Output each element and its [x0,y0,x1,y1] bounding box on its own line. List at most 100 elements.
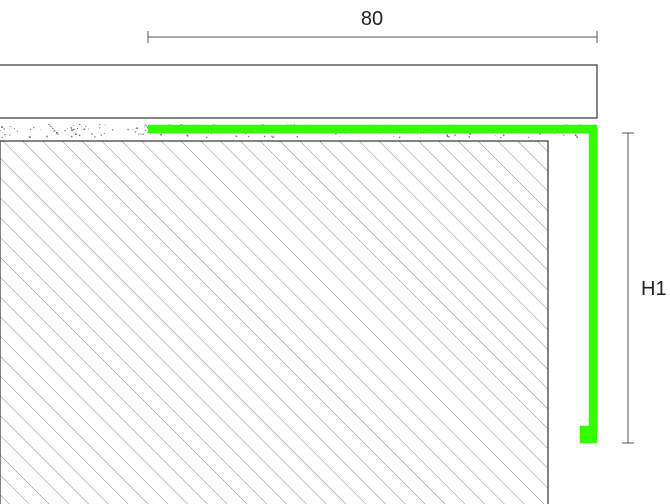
bed-speckle-dot [144,125,146,127]
bed-speckle-dot [527,136,530,138]
bed-speckle-dot [468,137,470,138]
bed-speckle-dot [186,134,189,137]
height-dimension: H1 [622,132,667,444]
bed-speckle-dot [52,128,54,130]
bed-speckle-dot [502,134,505,137]
bed-speckle-dot [28,136,31,138]
bed-speckle-dot [160,133,163,136]
bed-speckle-dot [447,135,449,138]
bed-speckle-dot [91,133,93,135]
bed-speckle-dot [138,133,140,135]
bed-speckle-dot [0,130,1,132]
bed-speckle-dot [140,133,142,135]
bed-speckle-dot [396,133,398,135]
edge-profile [147,124,598,444]
bed-speckle-dot [454,134,456,136]
bed-speckle-dot [235,135,238,138]
bed-speckle-dot [83,128,86,131]
width-dimension: 80 [147,8,598,43]
bed-speckle-dot [1,126,4,129]
bed-speckle-dot [132,129,134,130]
bed-speckle-dot [335,133,337,135]
substrate-block [0,140,549,504]
bed-speckle-dot [247,135,250,138]
bed-speckle-dot [563,134,565,136]
bed-speckle-dot [1,136,3,138]
bed-speckle-dot [53,130,55,132]
bed-speckle-dot [98,124,101,125]
bed-speckle-dot [135,127,138,129]
bed-speckle-dot [273,135,275,137]
bed-speckle-dot [142,133,144,135]
bed-speckle-dot [296,135,299,138]
bed-speckle-dot [66,128,68,130]
bed-speckle-dot [10,126,12,128]
bed-speckle-dot [196,124,198,125]
bed-speckle-dot [71,129,73,132]
bed-speckle-dot [99,127,101,129]
bed-speckle-dot [72,128,75,131]
bed-speckle-dot [76,127,79,130]
bed-speckle-dot [53,129,56,131]
bed-speckle-dot [13,127,16,130]
bed-speckle-dot [144,124,146,126]
bed-speckle-dot [46,136,49,138]
bed-speckle-dot [469,133,472,135]
bed-speckle-dot [54,130,56,132]
bed-speckle-dot [500,136,502,138]
bed-speckle-dot [81,125,82,127]
bed-speckle-dot [168,124,170,125]
bed-speckle-dot [271,135,273,137]
bed-speckle-dot [40,129,42,131]
bed-speckle-dot [127,128,130,131]
bed-speckle-dot [51,127,54,129]
bed-speckle-dot [464,133,466,135]
width-dimension-label: 80 [361,8,383,30]
bed-speckle-dot [94,136,96,138]
bed-speckle-dot [78,134,81,137]
bed-speckle-dot [468,136,470,138]
bed-speckle-dot [50,126,52,128]
bed-speckle-dot [85,125,87,127]
bed-speckle-dot [398,136,401,138]
bed-speckle-dot [272,136,275,138]
bed-speckle-dot [103,132,106,134]
bed-speckle-dot [139,132,141,134]
bed-speckle-dot [3,128,5,130]
bed-speckle-dot [70,135,73,138]
bed-speckle-dot [263,135,266,138]
bed-speckle-dot [145,125,147,127]
bed-speckle-dot [420,137,421,138]
bed-speckle-dot [70,127,73,129]
bed-speckle-dot [393,135,395,137]
bed-speckle-dot [56,131,59,134]
bed-speckle-dot [30,128,32,130]
bed-speckle-dot [57,133,59,135]
bed-speckle-dot [48,124,50,126]
bed-speckle-dot [78,124,81,126]
height-dimension-label: H1 [641,278,667,300]
bed-speckle-dot [4,133,6,136]
bed-speckle-dot [494,135,496,137]
bed-speckle-dot [74,133,77,136]
bed-speckle-dot [88,128,90,130]
bed-speckle-dot [144,129,147,131]
bed-speckle-dot [565,124,567,125]
bed-speckle-dot [16,130,18,133]
bed-speckle-dot [9,134,11,136]
bed-speckle-dot [576,135,578,138]
bed-speckle-dot [100,134,103,136]
bed-speckle-dot [574,134,577,137]
bed-speckle-dot [417,134,419,136]
bed-speckle-dot [134,131,136,133]
bed-speckle-dot [56,133,58,135]
bed-speckle-dot [73,125,75,127]
bed-speckle-dot [205,136,208,138]
bed-speckle-dot [1,132,3,134]
bed-speckle-dot [111,129,114,131]
bed-speckle-dot [448,136,450,138]
bed-speckle-dot [405,133,407,135]
bed-speckle-dot [104,124,106,126]
tile-slab [0,64,598,119]
